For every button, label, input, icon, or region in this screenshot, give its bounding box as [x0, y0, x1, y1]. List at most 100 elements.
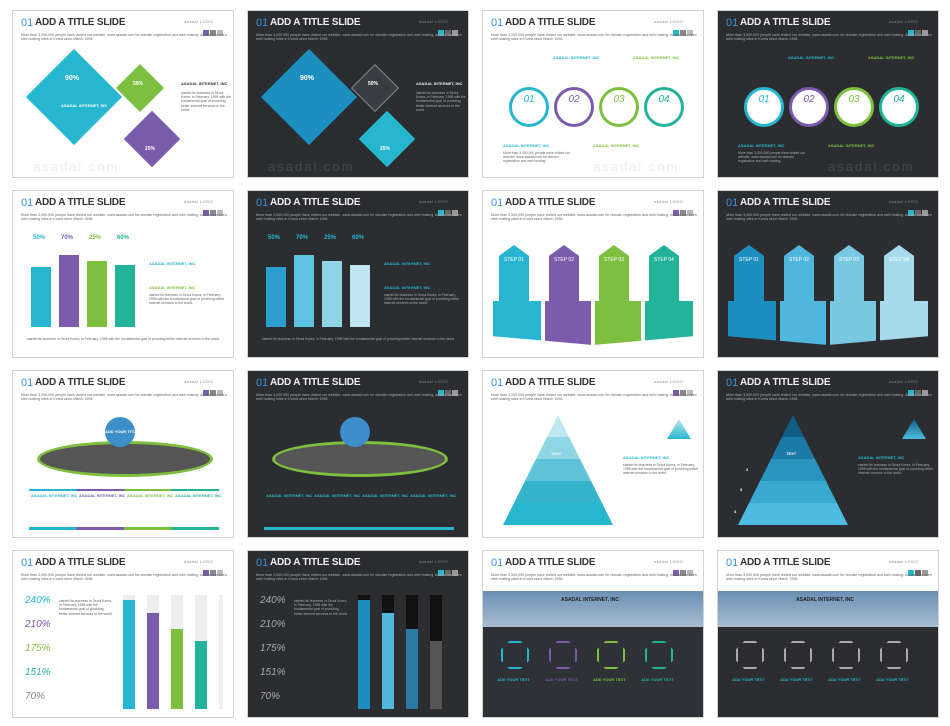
- slide-thumb-10[interactable]: 01 ADD A TITLE SLIDE asadal LOGO More th…: [247, 370, 469, 538]
- logo: asadal LOGO: [654, 379, 683, 384]
- company-label: ASADAL INTERNET, INC: [410, 493, 457, 498]
- slide-thumb-16[interactable]: 01 ADD A TITLE SLIDE asadal LOGO More th…: [717, 550, 939, 718]
- color-swatch: [445, 30, 451, 36]
- bar-area: [264, 247, 374, 327]
- slide-thumb-12[interactable]: 01 ADD A TITLE SLIDE asadal LOGO More th…: [717, 370, 939, 538]
- slide-thumb-3[interactable]: 01 ADD A TITLE SLIDE asadal LOGO More th…: [482, 10, 704, 178]
- slide-header: 01 ADD A TITLE SLIDE asadal LOGO: [256, 557, 462, 583]
- diamond-outline: [350, 63, 400, 113]
- logo: asadal LOGO: [419, 19, 448, 24]
- color-swatch: [915, 570, 921, 576]
- watermark: asadal.com: [828, 159, 915, 174]
- slide-title: ADD A TITLE SLIDE: [740, 197, 831, 208]
- slide-number: 01: [726, 197, 739, 209]
- slide-thumb-11[interactable]: 01 ADD A TITLE SLIDE asadal LOGO More th…: [482, 370, 704, 538]
- slide-title: ADD A TITLE SLIDE: [505, 17, 596, 28]
- island-platform: [272, 441, 448, 477]
- bar: [322, 261, 342, 327]
- slide-thumb-7[interactable]: 01 ADD A TITLE SLIDE asadal LOGO More th…: [482, 190, 704, 358]
- body-text: More than 3,000,000 people have visited …: [503, 151, 571, 164]
- logo: asadal LOGO: [419, 379, 448, 384]
- slide-thumb-5[interactable]: 01 ADD A TITLE SLIDE asadal LOGO More th…: [12, 190, 234, 358]
- bar: [195, 640, 207, 709]
- color-swatch: [203, 30, 209, 36]
- slide-thumb-14[interactable]: 01 ADD A TITLE SLIDE asadal LOGO More th…: [247, 550, 469, 718]
- slide-thumb-2[interactable]: 01 ADD A TITLE SLIDE asadal LOGO More th…: [247, 10, 469, 178]
- color-swatch: [680, 570, 686, 576]
- color-swatch: [908, 390, 914, 396]
- globe-icon: [340, 417, 370, 447]
- step-circle: 02: [554, 87, 594, 127]
- color-swatch: [203, 390, 209, 396]
- diamond-green: [115, 63, 165, 113]
- color-swatch: [687, 210, 693, 216]
- add-your-text: ADD YOUR TEXT: [593, 677, 626, 682]
- slide-header: 01 ADD A TITLE SLIDE asadal LOGO: [491, 377, 697, 403]
- pyramid-text: TEXT: [551, 451, 562, 456]
- company-label: ASADAL INTERNET, INC: [384, 285, 431, 290]
- company-label: ASADAL INTERNET, INC: [384, 261, 431, 266]
- color-swatch: [908, 30, 914, 36]
- slide-number: 01: [491, 377, 504, 389]
- slide-subtitle: More than 3,000,000 people have visited …: [726, 213, 932, 222]
- percent-label: 90%: [300, 75, 315, 82]
- slide-subtitle: More than 3,000,000 people have visited …: [256, 213, 462, 222]
- color-swatch: [203, 210, 209, 216]
- color-swatch: [210, 30, 216, 36]
- body-text: started its business in Seoul Korea, in …: [59, 599, 113, 616]
- company-label: ASADAL INTERNET, INC: [266, 493, 313, 498]
- slide-number: 01: [491, 557, 504, 569]
- slide-number: 01: [21, 377, 34, 389]
- slide-thumb-1[interactable]: 01 ADD A TITLE SLIDE asadal LOGO More th…: [12, 10, 234, 178]
- slide-thumb-6[interactable]: 01 ADD A TITLE SLIDE asadal LOGO More th…: [247, 190, 469, 358]
- add-your-text: ADD YOUR TEXT: [828, 677, 861, 682]
- folder-icon: [832, 641, 860, 669]
- slide-thumb-4[interactable]: 01 ADD A TITLE SLIDE asadal LOGO More th…: [717, 10, 939, 178]
- company-label: ASADAL INTERNET, INC: [416, 81, 463, 86]
- color-swatch: [922, 30, 928, 36]
- company-label: ASADAL INTERNET, INC: [738, 143, 785, 148]
- slide-thumb-15[interactable]: 01 ADD A TITLE SLIDE asadal LOGO More th…: [482, 550, 704, 718]
- company-label: ASADAL INTERNET, INC: [181, 81, 228, 86]
- slide-thumb-9[interactable]: 01 ADD A TITLE SLIDE asadal LOGO More th…: [12, 370, 234, 538]
- color-swatch: [922, 210, 928, 216]
- target-icon: [880, 641, 908, 669]
- sky-band: [483, 591, 703, 627]
- color-swatch: [452, 30, 458, 36]
- add-your-text: ADD YOUR TEXT: [641, 677, 674, 682]
- add-your-text: ADD YOUR TEXT: [545, 677, 578, 682]
- slide-thumb-8[interactable]: 01 ADD A TITLE SLIDE asadal LOGO More th…: [717, 190, 939, 358]
- company-label: ASADAL INTERNET, INC: [633, 55, 680, 60]
- color-swatch: [445, 210, 451, 216]
- color-swatch: [908, 210, 914, 216]
- value-label: 175%: [25, 643, 51, 654]
- color-swatch: [673, 570, 679, 576]
- logo: asadal LOGO: [184, 19, 213, 24]
- company-label: ASADAL INTERNET, INC: [868, 55, 915, 60]
- slide-header: 01 ADD A TITLE SLIDE asadal LOGO: [491, 557, 697, 583]
- step-circle: 04: [644, 87, 684, 127]
- company-label: ASADAL INTERNET, INC: [623, 455, 670, 460]
- logo: asadal LOGO: [889, 19, 918, 24]
- color-swatch: [673, 30, 679, 36]
- slide-title: ADD A TITLE SLIDE: [740, 557, 831, 568]
- footer-text: started its business in Seoul Korea, in …: [27, 337, 221, 341]
- company-label: ASADAL INTERNET, INC: [175, 493, 222, 498]
- slide-thumb-13[interactable]: 01 ADD A TITLE SLIDE asadal LOGO More th…: [12, 550, 234, 718]
- mini-pyramid: [902, 419, 926, 439]
- percent-label: 25%: [145, 146, 156, 152]
- watermark: asadal.com: [33, 159, 120, 174]
- slide-thumbnail-grid: 01 ADD A TITLE SLIDE asadal LOGO More th…: [12, 10, 939, 718]
- bar: [350, 265, 370, 327]
- pyramid-number: 3: [740, 487, 743, 492]
- slide-header: 01 ADD A TITLE SLIDE asadal LOGO: [726, 17, 932, 43]
- slide-subtitle: More than 3,000,000 people have visited …: [491, 213, 697, 222]
- bar-percent: 70%: [61, 235, 74, 241]
- slide-subtitle: More than 3,000,000 people have visited …: [726, 393, 932, 402]
- color-swatch: [210, 390, 216, 396]
- slide-number: 01: [491, 197, 504, 209]
- body-text: started its business in Seoul Korea, in …: [384, 293, 460, 306]
- logo: asadal LOGO: [184, 559, 213, 564]
- slide-header: 01 ADD A TITLE SLIDE asadal LOGO: [491, 197, 697, 223]
- slide-subtitle: More than 3,000,000 people have visited …: [491, 393, 697, 402]
